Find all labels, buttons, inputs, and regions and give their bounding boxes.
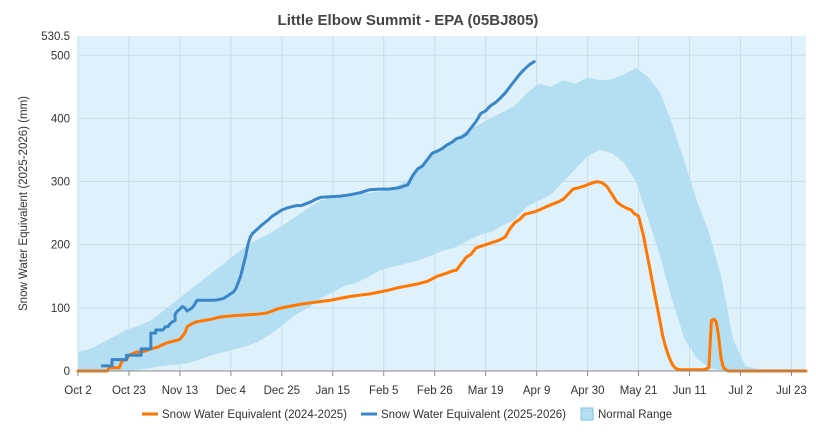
- series-lines: [76, 60, 808, 373]
- x-tick-label: Dec 4: [216, 385, 247, 397]
- x-tick-label: Apr 9: [523, 385, 551, 397]
- x-tick-label: Nov 13: [162, 385, 198, 397]
- x-tick-label: Oct 2: [64, 385, 91, 397]
- legend-item-2024-2025[interactable]: Snow Water Equivalent (2024-2025): [142, 409, 347, 421]
- y-tick-label: 100: [51, 303, 70, 315]
- x-axis-ticks: Oct 2 Oct 23 Nov 13 Dec 4 Dec 25 Jan 15 Feb 5 F…: [64, 370, 807, 397]
- y-tick-label: 500: [51, 50, 70, 62]
- x-tick-label: Oct 23: [112, 385, 146, 397]
- legend: Snow Water Equivalent (2024-2025) Snow W…: [142, 407, 672, 421]
- legend-swatch-normal-range: [580, 407, 594, 421]
- x-tick-label: Feb 26: [417, 385, 453, 397]
- chart-title: Little Elbow Summit - EPA (05BJ805): [278, 12, 539, 29]
- x-tick-label: Jun 11: [673, 385, 707, 397]
- x-tick-label: Mar 19: [468, 385, 504, 397]
- x-tick-label: Jan 15: [316, 385, 351, 397]
- y-tick-label: 200: [51, 240, 70, 252]
- y-axis-ticks: 0 100 200 300 400 500 530.5: [41, 31, 70, 378]
- series-line-2025-2026: [100, 60, 536, 368]
- y-tick-label: 300: [51, 177, 70, 189]
- legend-label-normal-range: Normal Range: [598, 409, 672, 421]
- x-tick-label: Jul 2: [728, 385, 752, 397]
- x-tick-label: Feb 5: [369, 385, 398, 397]
- series-line-2024-2025: [76, 180, 808, 373]
- x-tick-label: Jul 23: [776, 385, 807, 397]
- legend-item-2025-2026[interactable]: Snow Water Equivalent (2025-2026): [361, 409, 566, 421]
- legend-label-2024-2025: Snow Water Equivalent (2024-2025): [162, 409, 347, 421]
- legend-item-normal-range[interactable]: Normal Range: [580, 407, 672, 421]
- y-tick-label: 0: [64, 366, 70, 378]
- normal-range-band: [78, 67, 806, 372]
- x-tick-label: May 21: [620, 385, 658, 397]
- x-tick-label: Dec 25: [264, 385, 300, 397]
- x-tick-label: Apr 30: [571, 385, 605, 397]
- y-tick-label: 400: [51, 113, 70, 125]
- y-max-label: 530.5: [41, 31, 70, 43]
- y-axis-title: Snow Water Equivalent (2025-2026) (mm): [18, 96, 30, 311]
- legend-label-2025-2026: Snow Water Equivalent (2025-2026): [381, 409, 566, 421]
